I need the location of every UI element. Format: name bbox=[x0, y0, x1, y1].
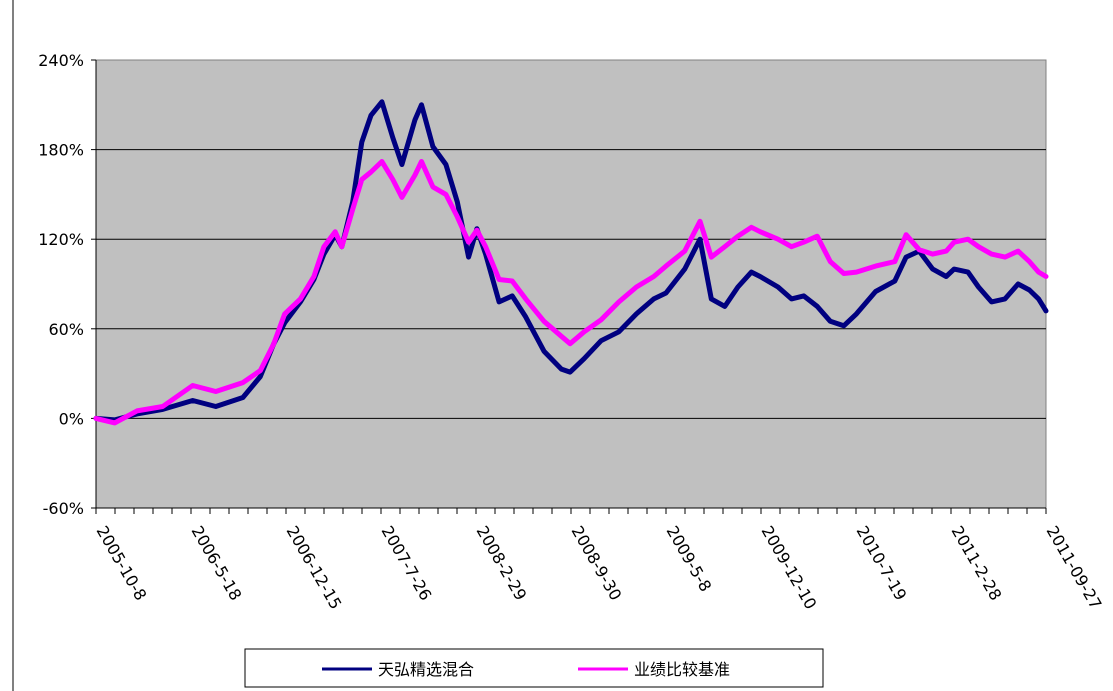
y-tick-label: 120% bbox=[38, 230, 84, 249]
legend-label-series-1: 业绩比较基准 bbox=[634, 660, 730, 679]
y-tick-label: 0% bbox=[59, 409, 84, 428]
grid-lines bbox=[96, 149, 1046, 419]
y-tick-label: 240% bbox=[38, 51, 84, 70]
y-tick-label: -60% bbox=[43, 499, 84, 518]
x-tick-label: 2007-7-26 bbox=[378, 523, 436, 604]
x-tick-label: 2006-5-18 bbox=[188, 523, 246, 604]
x-tick-label: 2008-2-29 bbox=[473, 523, 531, 604]
legend-label-series-0: 天弘精选混合 bbox=[378, 660, 474, 679]
x-tick-label: 2010-7-19 bbox=[853, 523, 911, 604]
legend: 天弘精选混合 业绩比较基准 bbox=[244, 648, 824, 688]
y-tick-label: 180% bbox=[38, 141, 84, 160]
x-tick-label: 2009-5-8 bbox=[663, 523, 716, 595]
series-lines bbox=[93, 99, 1049, 426]
x-tick-label: 2005-10-8 bbox=[93, 523, 151, 604]
x-axis: 2005-10-8 2006-5-18 2006-12-15 2007-7-26 200… bbox=[93, 507, 1106, 613]
series-line-1 bbox=[93, 159, 1049, 426]
x-tick-label: 2008-9-30 bbox=[568, 523, 626, 604]
y-tick-label: 60% bbox=[48, 320, 84, 339]
x-tick-label: 2006-12-15 bbox=[283, 523, 346, 613]
plot-area bbox=[95, 59, 1047, 509]
y-axis: -60% 0% 60% 120% 180% 240% bbox=[38, 51, 97, 518]
x-tick-label: 2011-2-28 bbox=[948, 523, 1006, 604]
x-tick-label: 2009-12-10 bbox=[758, 523, 821, 613]
x-tick-label: 2011-09-27 bbox=[1043, 523, 1106, 613]
